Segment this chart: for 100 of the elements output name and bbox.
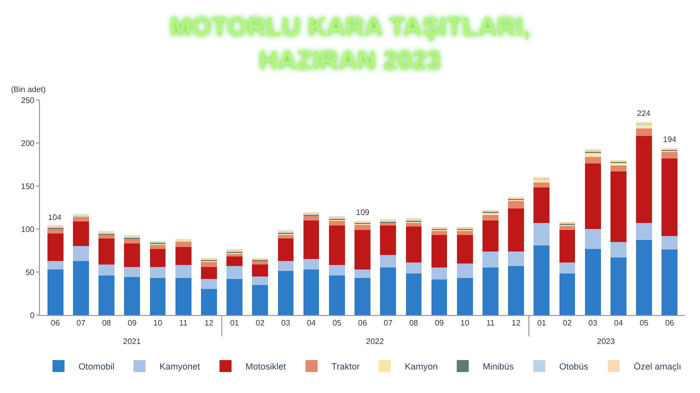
- x-tick-label: 01: [537, 318, 547, 328]
- bar: [534, 222, 550, 246]
- bar: [584, 156, 601, 164]
- x-tick-label: 03: [281, 318, 291, 328]
- bar: [662, 250, 678, 315]
- bar: [150, 244, 166, 249]
- bar: [354, 278, 370, 315]
- bar: [584, 164, 601, 229]
- bar: [73, 221, 89, 246]
- x-tick-label: 07: [384, 318, 394, 328]
- bar: [175, 242, 192, 248]
- legend-label: Minibüs: [482, 362, 514, 372]
- bar: [431, 235, 448, 268]
- y-axis-title: (Bin adet): [11, 85, 46, 94]
- bar: [380, 268, 396, 315]
- bar: [610, 162, 626, 166]
- bar: [175, 265, 192, 278]
- bar: [431, 230, 448, 236]
- bar: [380, 226, 396, 255]
- text: 2022: [366, 337, 384, 346]
- x-tick-label: 10: [460, 318, 470, 328]
- bar: [559, 274, 576, 315]
- total-label: 109: [356, 208, 370, 217]
- bar: [482, 220, 498, 252]
- bar: [98, 264, 114, 276]
- y-tick-label: 100: [21, 224, 35, 234]
- bar: [380, 254, 396, 268]
- x-tick-label: 06: [358, 318, 368, 328]
- bar: [303, 259, 320, 270]
- bar: [200, 262, 217, 267]
- bar: [124, 244, 140, 267]
- bar: [226, 256, 242, 266]
- bar: [636, 240, 652, 315]
- bar: [278, 271, 294, 315]
- bar: [303, 269, 320, 315]
- bar: [406, 262, 422, 274]
- bar: [252, 264, 268, 276]
- bar: [508, 208, 524, 252]
- bar: [226, 266, 242, 279]
- x-tick-label: 10: [153, 318, 163, 328]
- bar: [150, 266, 166, 278]
- x-tick-label: 04: [306, 318, 316, 328]
- bar: [662, 158, 678, 236]
- bar: [124, 277, 140, 315]
- bar: [456, 278, 473, 315]
- bar: [200, 266, 217, 279]
- total-label: 224: [637, 109, 651, 118]
- bar: [406, 274, 422, 315]
- bar: [98, 275, 114, 315]
- bar: [431, 280, 448, 315]
- x-tick-label: 08: [409, 318, 419, 328]
- x-tick-label: 06: [50, 318, 60, 328]
- bar: [610, 171, 626, 242]
- bar: [534, 245, 550, 315]
- x-tick-label: 09: [434, 318, 444, 328]
- bar: [252, 284, 268, 315]
- bar: [226, 278, 242, 315]
- bar: [508, 266, 524, 315]
- bar: [200, 278, 217, 290]
- text: 2023: [597, 337, 616, 346]
- legend-label: Kamyonet: [160, 362, 201, 372]
- bar: [431, 268, 448, 280]
- x-tick-label: 11: [179, 318, 188, 328]
- bar: [328, 265, 345, 276]
- bar: [584, 248, 601, 315]
- x-tick-label: 08: [102, 318, 112, 328]
- bar: [47, 233, 64, 261]
- legend-label: Motosiklet: [246, 362, 287, 372]
- text: 2021: [123, 337, 142, 346]
- x-tick-label: 06: [665, 318, 675, 328]
- bar: [124, 266, 140, 278]
- legend-label: Özel amaçlı: [634, 362, 682, 372]
- bar: [636, 222, 652, 240]
- bar: [456, 235, 473, 264]
- bar: [482, 268, 498, 315]
- bar: [47, 260, 64, 270]
- bar: [662, 236, 678, 250]
- bar: [636, 124, 652, 128]
- x-tick-label: 02: [256, 318, 266, 328]
- bar: [73, 216, 89, 222]
- bar: [584, 229, 601, 249]
- bar: [534, 182, 550, 188]
- bar: [278, 260, 294, 272]
- bar: [278, 238, 294, 261]
- bar: [508, 251, 524, 266]
- bar: [559, 226, 576, 230]
- x-tick-label: 12: [204, 318, 214, 328]
- x-tick-label: 03: [588, 318, 598, 328]
- bar: [610, 165, 626, 172]
- x-tick-label: 05: [640, 318, 650, 328]
- bar: [662, 152, 678, 158]
- bar: [584, 152, 601, 157]
- x-tick-label: 09: [128, 318, 138, 328]
- bar: [252, 260, 268, 264]
- bar: [73, 260, 89, 315]
- bar: [559, 262, 576, 274]
- total-label: 194: [663, 135, 677, 144]
- bar: [534, 180, 550, 183]
- bar: [150, 278, 166, 315]
- bar: [482, 214, 498, 220]
